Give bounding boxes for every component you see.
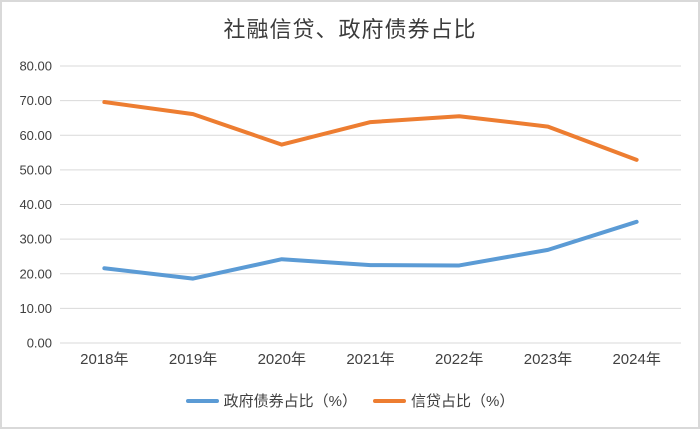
series-line-gov-bonds: [102, 219, 639, 281]
y-axis-tick-label: 50.00: [19, 162, 52, 177]
x-axis-tick-label: 2019年: [169, 351, 217, 368]
x-axis-tick-label: 2023年: [524, 351, 572, 368]
chart-legend: 政府债券占比（%） 信贷占比（%）: [0, 390, 700, 411]
y-axis-tick-label: 60.00: [19, 128, 52, 143]
y-axis-tick-label: 0.00: [27, 336, 52, 351]
legend-label-gov-bonds: 政府债券占比（%）: [223, 393, 357, 410]
y-axis-tick-label: 30.00: [19, 232, 52, 247]
y-axis-tick-label: 20.00: [19, 266, 52, 281]
x-axis-tick-label: 2022年: [435, 351, 483, 368]
legend-line-marker-credit: [373, 398, 406, 403]
y-axis-tick-label: 40.00: [19, 197, 52, 212]
legend-item-gov-bonds: 政府债券占比（%）: [185, 390, 357, 411]
series-line-credit: [102, 100, 639, 162]
legend-label-credit: 信贷占比（%）: [411, 393, 515, 410]
chart-title: 社融信贷、政府债券占比: [223, 17, 477, 42]
legend-line-marker-gov-bonds: [185, 398, 219, 403]
legend-item-credit: 信贷占比（%）: [373, 390, 514, 411]
x-axis-tick-label: 2018年: [80, 351, 128, 368]
y-axis-tick-label: 10.00: [19, 301, 52, 316]
x-axis-tick-label: 2024年: [612, 351, 660, 368]
line-chart-plot-area: 0.00 10.00 20.00 30.00 40.00 50.00 60.00 70.00 8…: [19, 59, 681, 368]
y-axis-tick-label: 70.00: [19, 93, 52, 108]
y-axis-tick-label: 80.00: [19, 59, 52, 74]
x-axis-tick-label: 2021年: [346, 351, 394, 368]
x-axis-tick-label: 2020年: [258, 351, 306, 368]
